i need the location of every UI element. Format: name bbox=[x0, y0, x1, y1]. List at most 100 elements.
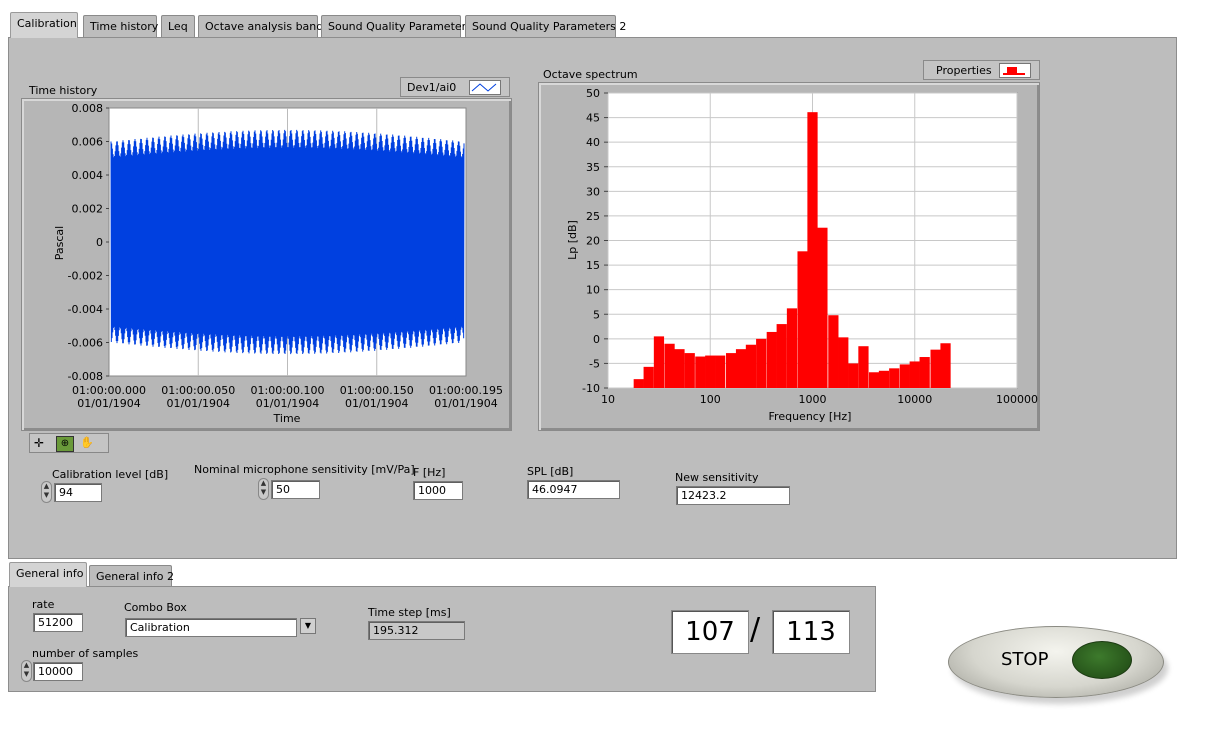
time-x-tick-label: 01:00:00.050 bbox=[161, 384, 235, 397]
octave-bar bbox=[858, 346, 869, 388]
tab-sound-quality-parameters-2[interactable]: Sound Quality Parameters 2 bbox=[465, 15, 626, 37]
total-count: 113 bbox=[772, 610, 850, 654]
octave-bar bbox=[776, 324, 787, 388]
time-y-tick-label: -0.008 bbox=[68, 370, 103, 383]
octave-legend-name: Properties bbox=[936, 64, 992, 77]
count-separator: / bbox=[750, 612, 761, 647]
octave-bar bbox=[653, 336, 665, 388]
zoom-icon[interactable]: ⊕ bbox=[56, 436, 74, 452]
octave-bar bbox=[705, 355, 716, 388]
time-signal-line bbox=[110, 129, 465, 355]
octave-y-tick-label: 20 bbox=[586, 235, 600, 248]
octave-bar bbox=[889, 368, 900, 388]
number-of-samples-input[interactable]: 10000 bbox=[33, 662, 83, 681]
new-sensitivity-label: New sensitivity bbox=[675, 471, 759, 484]
legend-plot-name: Dev1/ai0 bbox=[407, 81, 457, 94]
octave-bar bbox=[715, 355, 726, 388]
tab-octave-analysis-band[interactable]: Octave analysis band bbox=[198, 15, 323, 37]
octave-bar bbox=[766, 331, 777, 388]
time-history-label: Time history bbox=[29, 84, 98, 97]
octave-bar bbox=[797, 251, 808, 388]
time-y-tick-label: 0.004 bbox=[72, 169, 104, 182]
number-of-samples-stepper[interactable]: ▲ ▼ bbox=[21, 660, 32, 682]
combo-box[interactable]: Calibration bbox=[125, 618, 297, 637]
octave-bar bbox=[909, 361, 920, 388]
octave-y-tick-label: -10 bbox=[582, 382, 600, 395]
octave-y-tick-label: 45 bbox=[586, 112, 600, 125]
new-sensitivity-field: 12423.2 bbox=[676, 486, 790, 505]
calibration-level-input[interactable]: 94 bbox=[54, 483, 102, 502]
time-history-legend[interactable]: Dev1/ai0 bbox=[400, 77, 510, 97]
octave-y-tick-label: 0 bbox=[593, 333, 600, 346]
time-x-tick-label: 01:00:00.000 bbox=[72, 384, 146, 397]
octave-legend[interactable]: Properties bbox=[923, 60, 1040, 80]
tab-general-info[interactable]: General info bbox=[9, 562, 87, 587]
octave-bar bbox=[899, 364, 910, 388]
time-x-tick-date: 01/01/1904 bbox=[345, 397, 408, 410]
time-signal-trace bbox=[110, 129, 465, 355]
time-y-tick-label: -0.004 bbox=[68, 303, 103, 316]
cursor-move-icon[interactable]: ✛ bbox=[34, 436, 45, 450]
time-step-field: 195.312 bbox=[368, 621, 465, 640]
octave-bar bbox=[868, 372, 880, 388]
octave-y-tick-label: 5 bbox=[593, 308, 600, 321]
octave-bar bbox=[643, 366, 654, 388]
time-x-tick-label: 01:00:00.100 bbox=[251, 384, 325, 397]
octave-x-tick-label: 10000 bbox=[897, 393, 932, 406]
time-x-tick-date: 01/01/1904 bbox=[256, 397, 319, 410]
time-x-tick-date: 01/01/1904 bbox=[167, 397, 230, 410]
time-y-tick-label: 0.008 bbox=[72, 102, 104, 115]
octave-bar bbox=[878, 370, 890, 388]
mic-sensitivity-input[interactable]: 50 bbox=[271, 480, 320, 499]
calibration-level-stepper[interactable]: ▲ ▼ bbox=[41, 481, 52, 503]
octave-bars bbox=[633, 112, 951, 389]
tab-calibration[interactable]: Calibration bbox=[10, 12, 78, 38]
octave-bar bbox=[919, 357, 930, 388]
frequency-field: 1000 bbox=[413, 481, 463, 500]
octave-bar bbox=[848, 363, 859, 388]
time-y-axis-label: Pascal bbox=[53, 226, 66, 260]
tab-leq[interactable]: Leq bbox=[161, 15, 195, 37]
octave-y-tick-label: 35 bbox=[586, 161, 600, 174]
octave-bar bbox=[940, 343, 951, 388]
octave-bar bbox=[817, 227, 828, 388]
octave-spectrum-label: Octave spectrum bbox=[543, 68, 638, 81]
number-of-samples-label: number of samples bbox=[32, 647, 139, 660]
octave-y-axis-label: Lp [dB] bbox=[566, 220, 579, 260]
octave-x-tick-label: 10 bbox=[601, 393, 615, 406]
spl-label: SPL [dB] bbox=[527, 465, 574, 478]
octave-bar bbox=[838, 337, 849, 388]
combo-box-label: Combo Box bbox=[124, 601, 187, 614]
octave-bar bbox=[664, 343, 675, 388]
graph-palette: ✛ ⊕ ✋ bbox=[29, 433, 109, 453]
stop-button-label: STOP bbox=[1001, 649, 1049, 670]
time-history-plot: 0.008 0.006 0.004 0.002 0 -0.002 -0.004 -0.006 -… bbox=[53, 102, 503, 425]
chevron-down-icon[interactable]: ▼ bbox=[300, 618, 316, 634]
octave-x-tick-label: 1000 bbox=[799, 393, 827, 406]
mic-sensitivity-label: Nominal microphone sensitivity [mV/Pa] bbox=[194, 463, 415, 476]
time-x-tick-label: 01:00:00.150 bbox=[340, 384, 414, 397]
tab-time-history[interactable]: Time history bbox=[83, 15, 158, 37]
rate-field[interactable]: 51200 bbox=[33, 613, 83, 632]
time-y-ticks: 0.008 0.006 0.004 0.002 0 -0.002 -0.004 -0.006 -… bbox=[68, 102, 109, 383]
octave-bar bbox=[695, 356, 706, 388]
octave-x-ticks: 10 100 1000 10000 100000 bbox=[601, 393, 1038, 406]
tab-sound-quality-parameters[interactable]: Sound Quality Parameters bbox=[321, 15, 472, 37]
octave-bar bbox=[807, 112, 818, 389]
pan-hand-icon[interactable]: ✋ bbox=[80, 436, 94, 449]
octave-y-tick-label: 25 bbox=[586, 210, 600, 223]
calibration-level-label: Calibration level [dB] bbox=[52, 468, 169, 481]
stop-button[interactable]: STOP bbox=[948, 626, 1164, 698]
tab-general-info-2[interactable]: General info 2 bbox=[89, 565, 174, 587]
time-y-tick-label: 0 bbox=[96, 236, 103, 249]
time-x-tick-label: 01:00:00.195 bbox=[429, 384, 503, 397]
time-y-tick-label: -0.002 bbox=[68, 270, 103, 283]
octave-bar bbox=[633, 379, 644, 388]
mic-sensitivity-stepper[interactable]: ▲ ▼ bbox=[258, 478, 269, 500]
octave-bar bbox=[786, 308, 798, 388]
octave-bar bbox=[735, 349, 747, 388]
octave-y-tick-label: 50 bbox=[586, 87, 600, 100]
legend-line-icon bbox=[469, 80, 501, 95]
